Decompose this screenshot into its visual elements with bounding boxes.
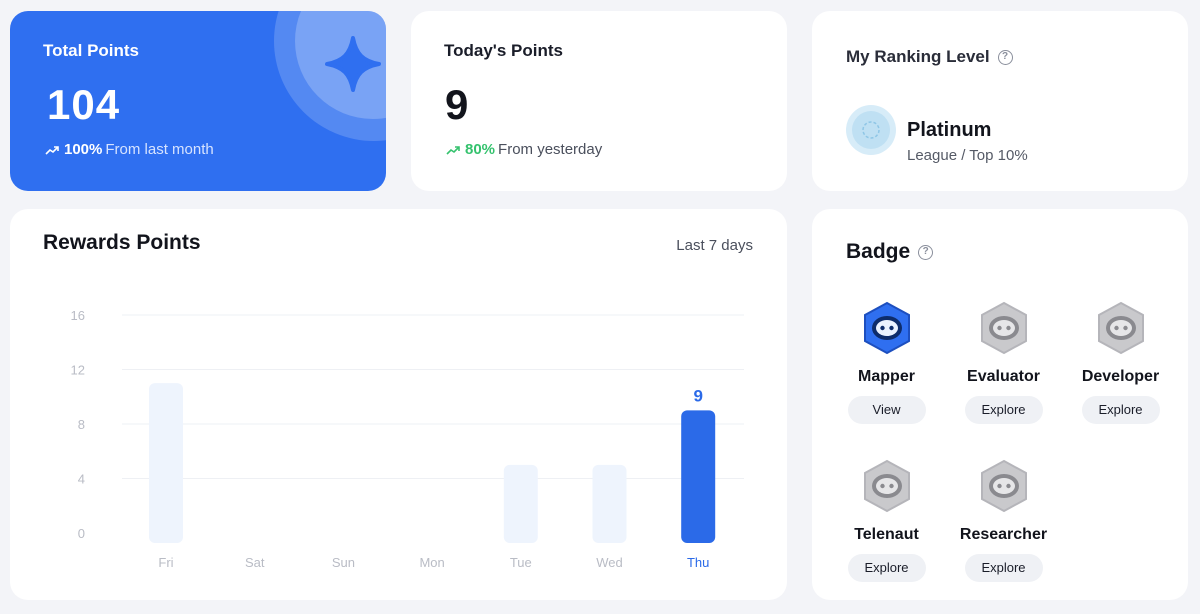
x-tick-label: Sun [332, 555, 355, 570]
x-tick-label: Wed [596, 555, 623, 570]
ranking-title-text: My Ranking Level [846, 47, 990, 66]
y-tick-label: 12 [71, 363, 85, 378]
badge-title: Badge? [846, 240, 934, 264]
y-tick-label: 4 [78, 472, 85, 487]
total-points-pct: 100% [64, 141, 103, 158]
badge-explore-button[interactable]: Explore [964, 396, 1043, 424]
ranking-league: League / Top 10% [907, 147, 1028, 164]
badge-item: Telenaut Explore [828, 459, 945, 582]
ranking-card: My Ranking Level? Platinum League / Top … [812, 11, 1188, 191]
y-tick-label: 8 [78, 417, 85, 432]
rewards-title: Rewards Points [43, 231, 201, 254]
x-tick-label: Thu [687, 555, 709, 570]
badge-name: Evaluator [967, 368, 1040, 385]
today-points-card: Today's Points 9 80% From yesterday [411, 11, 787, 191]
rewards-bar-chart: 0 4 8 12 16 Fri Sat Sun Mon Tue Wed Thu 9 [71, 308, 744, 570]
trend-up-icon [446, 145, 460, 155]
badge-explore-button[interactable]: Explore [847, 554, 926, 582]
total-points-card: Total Points 104 100% From last month [10, 11, 386, 191]
badge-name: Researcher [959, 526, 1048, 543]
bar-thu [681, 410, 716, 543]
mapper-badge-icon [863, 301, 910, 355]
help-icon[interactable]: ? [918, 244, 934, 260]
x-tick-label: Fri [158, 555, 173, 570]
y-tick-label: 0 [78, 526, 85, 541]
today-points-title: Today's Points [444, 41, 563, 60]
badge-name: Mapper [858, 368, 915, 385]
date-range-select[interactable]: Last 7 days [676, 237, 753, 254]
sparkle-icon [325, 36, 381, 92]
developer-badge-icon [1097, 301, 1144, 355]
trend-up-icon [45, 145, 59, 155]
y-tick-label: 16 [71, 308, 85, 323]
total-points-from: From last month [105, 141, 214, 158]
help-icon[interactable]: ? [997, 50, 1013, 66]
bar-tue [503, 464, 538, 543]
x-tick-label: Mon [419, 555, 444, 570]
badge-name: Developer [1081, 368, 1160, 385]
today-points-trend: 80% From yesterday [446, 141, 602, 158]
badge-explore-button[interactable]: Explore [1081, 396, 1160, 424]
ranking-title: My Ranking Level? [846, 47, 1013, 67]
badge-view-button[interactable]: View [847, 396, 926, 424]
x-tick-label: Sat [245, 555, 265, 570]
ranking-level: Platinum [907, 119, 992, 141]
total-points-value: 104 [47, 81, 121, 128]
today-points-from: From yesterday [498, 141, 603, 158]
total-points-title: Total Points [43, 41, 140, 60]
badge-item: Researcher Explore [945, 459, 1062, 582]
badge-item: Developer Explore [1062, 301, 1179, 424]
badge-title-text: Badge [846, 240, 911, 263]
rewards-points-card: 0 4 8 12 16 Fri Sat Sun Mon Tue Wed Thu 9 Rewards Po… [10, 209, 787, 600]
total-points-trend: 100% From last month [45, 141, 214, 158]
bar-fri [149, 383, 183, 543]
today-points-value: 9 [445, 81, 470, 128]
badge-item: Mapper View [828, 301, 945, 424]
bar-wed [592, 464, 627, 543]
badge-item: Evaluator Explore [945, 301, 1062, 424]
badge-explore-button[interactable]: Explore [964, 554, 1043, 582]
evaluator-badge-icon [980, 301, 1027, 355]
badge-name: Telenaut [854, 526, 919, 543]
badge-card: Badge? Mapper View Evaluator Explore Develop… [812, 209, 1188, 600]
data-label: 9 [693, 386, 702, 405]
platinum-medal-icon [846, 105, 896, 155]
x-tick-label: Tue [510, 555, 532, 570]
researcher-badge-icon [980, 459, 1027, 513]
telenaut-badge-icon [863, 459, 910, 513]
today-points-pct: 80% [465, 141, 496, 158]
